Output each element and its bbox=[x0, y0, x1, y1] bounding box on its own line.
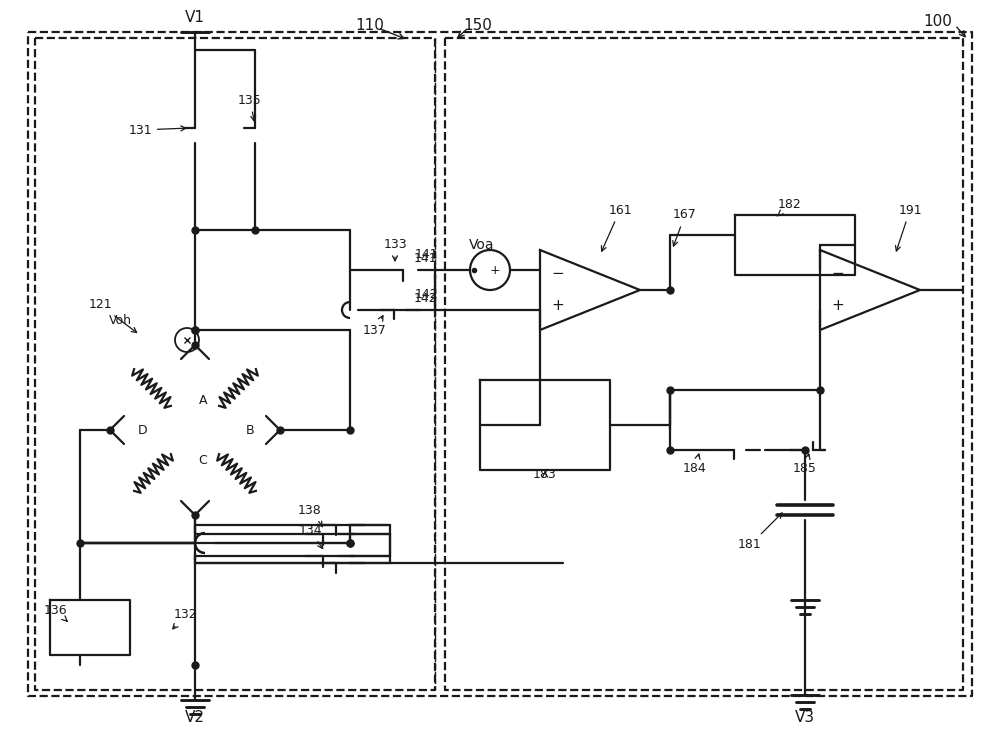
Text: 161: 161 bbox=[601, 203, 632, 251]
Text: 183: 183 bbox=[533, 468, 557, 482]
Text: A: A bbox=[199, 394, 207, 406]
Text: 142: 142 bbox=[413, 291, 437, 305]
Text: 133: 133 bbox=[383, 239, 407, 261]
Text: +: + bbox=[552, 299, 564, 313]
Text: Voa: Voa bbox=[469, 238, 495, 252]
Text: 135: 135 bbox=[238, 94, 262, 121]
Text: 132: 132 bbox=[173, 608, 197, 629]
Text: 121: 121 bbox=[88, 299, 137, 332]
Text: V1: V1 bbox=[185, 10, 205, 26]
Text: B: B bbox=[246, 424, 254, 436]
Text: 100: 100 bbox=[923, 15, 952, 29]
Text: 136: 136 bbox=[43, 603, 67, 621]
Text: 184: 184 bbox=[683, 454, 707, 474]
Text: 191: 191 bbox=[896, 203, 922, 251]
Text: −: − bbox=[832, 266, 844, 282]
Text: 137: 137 bbox=[363, 315, 387, 337]
Text: +: + bbox=[490, 264, 500, 277]
Text: 167: 167 bbox=[673, 209, 697, 246]
Text: +: + bbox=[832, 299, 844, 313]
Text: 181: 181 bbox=[738, 513, 782, 551]
Text: D: D bbox=[138, 424, 148, 436]
Text: 141: 141 bbox=[413, 252, 437, 264]
Text: 110: 110 bbox=[356, 18, 384, 32]
Text: 182: 182 bbox=[777, 198, 802, 216]
Text: V3: V3 bbox=[795, 711, 815, 725]
Text: 185: 185 bbox=[793, 454, 817, 474]
Text: 134: 134 bbox=[298, 523, 323, 548]
Text: C: C bbox=[199, 454, 207, 466]
Text: V2: V2 bbox=[185, 711, 205, 725]
Text: Voh: Voh bbox=[108, 313, 132, 326]
Text: 138: 138 bbox=[298, 504, 322, 526]
Text: 150: 150 bbox=[464, 18, 492, 32]
Text: −: − bbox=[552, 266, 564, 282]
Text: 142: 142 bbox=[414, 288, 438, 302]
Text: 141: 141 bbox=[414, 248, 438, 261]
Text: 131: 131 bbox=[128, 124, 186, 136]
